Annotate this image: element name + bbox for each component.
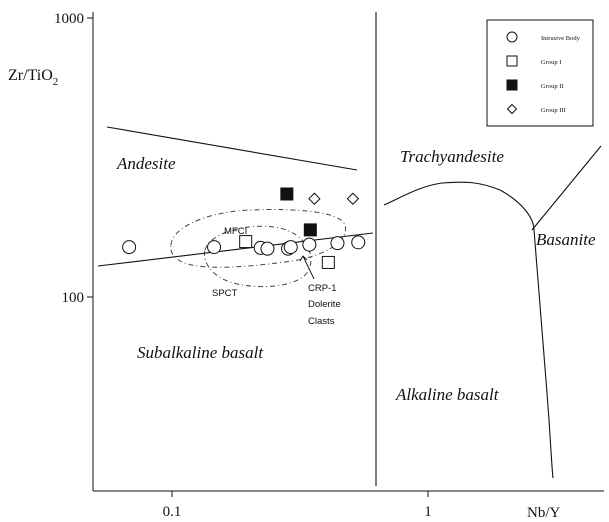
basalt-boundary [97, 232, 374, 267]
y-axis-label: Zr/TiO2 [8, 67, 58, 88]
legend-label-intrusive-body: Intrusive Body [541, 35, 581, 42]
annotations: MFCI SPCT CRP-1 Dolerite Clasts [212, 226, 341, 327]
y-axis-title: Zr/TiO2 [8, 67, 58, 88]
data-point-group-iii [308, 192, 321, 205]
data-point-intrusive-body [207, 240, 222, 255]
data-point-intrusive-body [122, 240, 137, 255]
field-label-basanite: Basanite [536, 230, 596, 249]
legend-box [486, 19, 594, 127]
boundary-lines [97, 12, 602, 486]
annotation-crp1: CRP-1 [308, 283, 337, 294]
legend-label-group-ii: Group II [541, 83, 564, 90]
alkaline-curve [383, 181, 554, 479]
field-labels: Andesite Trachyandesite Basanite Subalka… [116, 147, 596, 404]
annotation-crp1-arrow [302, 255, 315, 280]
x-axis-label: Nb/Y [527, 505, 561, 521]
annotation-crp1-arrowhead [299, 255, 308, 262]
data-markers [122, 187, 366, 269]
field-label-alkaline-basalt: Alkaline basalt [395, 385, 500, 404]
legend-marker-group-i [506, 55, 518, 67]
legend-marker-group-iii [506, 103, 518, 115]
annotation-spct: SPCT [212, 288, 238, 299]
data-point-group-ii [280, 187, 294, 201]
data-point-group-iii [346, 192, 360, 205]
annotation-dolerite: Dolerite [308, 299, 341, 310]
annotation-clasts: Clasts [308, 316, 335, 327]
x-tick-label: 1 [424, 504, 432, 520]
legend-marker-group-ii [506, 79, 518, 91]
y-tick-label: 100 [62, 290, 85, 306]
field-label-andesite: Andesite [116, 154, 176, 173]
legend-label-group-iii: Group III [541, 107, 566, 114]
mfci-field [170, 209, 346, 268]
data-point-intrusive-body [330, 236, 345, 251]
andesite-boundary [106, 126, 358, 171]
legend: Intrusive Body Group I Group II Group III [486, 19, 594, 127]
field-label-trachyandesite: Trachyandesite [400, 147, 504, 166]
basanite-boundary [531, 145, 602, 231]
ticks: 0.1 1 100 1000 [54, 11, 432, 520]
y-tick-label: 1000 [54, 11, 84, 27]
data-point-intrusive-body [302, 237, 317, 252]
data-point-intrusive-body [260, 241, 275, 256]
annotation-mfci: MFCI [224, 226, 247, 237]
data-point-group-i [321, 255, 335, 269]
field-label-subalkaline-basalt: Subalkaline basalt [137, 343, 264, 362]
data-point-group-i [239, 235, 253, 249]
sample-fields [170, 209, 346, 288]
legend-marker-intrusive-body [506, 31, 518, 43]
data-point-group-ii [303, 223, 317, 237]
x-tick-label: 0.1 [163, 504, 182, 520]
axes [92, 12, 604, 492]
legend-label-group-i: Group I [541, 59, 561, 66]
data-point-intrusive-body [283, 240, 298, 255]
spct-field [203, 225, 312, 288]
data-point-intrusive-body [351, 235, 366, 250]
legend-items: Intrusive Body Group I Group II Group III [506, 31, 581, 115]
y-axis-label-subscript: 2 [53, 76, 59, 88]
